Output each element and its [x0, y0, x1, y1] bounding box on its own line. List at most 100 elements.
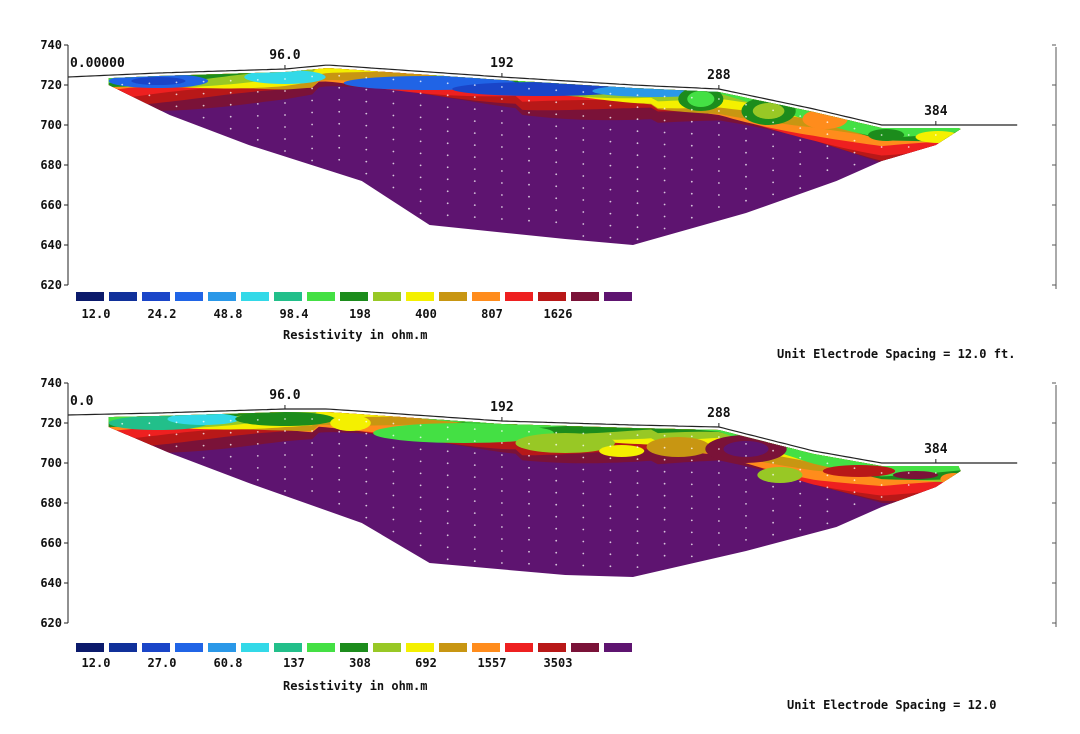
- datum-point: [229, 467, 232, 470]
- datum-point: [284, 138, 286, 140]
- datum-point: [419, 448, 422, 451]
- datum-point: [609, 553, 612, 556]
- legend: 12.0 27.0 60.8 137 308 692 1557 3503 Resistivity…: [76, 643, 632, 693]
- datum-point: [256, 479, 259, 481]
- datum-point: [419, 532, 422, 535]
- datum-point: [663, 482, 666, 485]
- datum-point: [718, 508, 720, 510]
- datum-point: [636, 214, 639, 217]
- datum-point: [501, 550, 503, 552]
- datum-point: [284, 126, 286, 128]
- datum-point: [501, 514, 503, 516]
- datum-point: [609, 517, 612, 520]
- datum-point: [446, 450, 449, 453]
- datum-point: [473, 464, 476, 466]
- datum-point: [609, 224, 612, 227]
- datum-point: [528, 442, 530, 445]
- resistivity-section: [108, 68, 961, 245]
- resistivity-section: [108, 412, 961, 577]
- resistivity-zone: [452, 82, 633, 96]
- datum-point: [148, 422, 151, 425]
- datum-point: [392, 494, 395, 497]
- datum-point: [690, 180, 693, 183]
- datum-point: [365, 420, 368, 423]
- datum-point: [826, 145, 829, 148]
- datum-point: [473, 156, 476, 159]
- datum-point: [338, 418, 341, 421]
- datum-point: [202, 116, 205, 119]
- datum-point: [663, 554, 666, 557]
- datum-point: [392, 138, 395, 141]
- datum-point: [582, 432, 585, 435]
- datum-point: [663, 542, 666, 545]
- datum-point: [853, 503, 856, 506]
- datum-point: [555, 455, 558, 458]
- datum-point: [392, 422, 395, 425]
- datum-point: [392, 482, 395, 485]
- datum-point: [311, 466, 313, 468]
- datum-point: [229, 103, 232, 106]
- datum-point: [473, 168, 476, 171]
- datum-point: [555, 149, 558, 152]
- datum-point: [663, 530, 666, 533]
- datum-point: [392, 530, 395, 533]
- datum-point: [718, 146, 720, 148]
- datum-point: [392, 446, 395, 449]
- datum-point: [826, 486, 829, 489]
- datum-point: [338, 442, 341, 445]
- legend-value: 807: [481, 307, 503, 321]
- x-tick-label: 192: [490, 400, 513, 415]
- datum-point: [853, 479, 856, 482]
- datum-point: [745, 103, 747, 106]
- datum-point: [365, 492, 368, 495]
- datum-point: [636, 482, 639, 484]
- datum-point: [256, 103, 259, 105]
- datum-point: [501, 466, 503, 468]
- datum-point: [718, 436, 720, 438]
- datum-point: [284, 150, 286, 152]
- datum-point: [718, 448, 720, 450]
- datum-point: [419, 520, 422, 523]
- datum-point: [718, 182, 720, 184]
- legend-swatch: [274, 292, 302, 301]
- datum-point: [473, 180, 476, 183]
- datum-point: [609, 481, 612, 484]
- datum-point: [718, 520, 720, 522]
- datum-point: [365, 136, 368, 139]
- deep-zone: [108, 68, 961, 245]
- legend-swatch: [439, 292, 467, 301]
- x-tick-label: 288: [707, 68, 731, 83]
- datum-point: [338, 478, 341, 481]
- y-tick-label: 720: [40, 416, 62, 430]
- datum-point: [745, 163, 747, 166]
- legend-swatch: [538, 292, 566, 301]
- datum-point: [690, 483, 693, 486]
- datum-point: [582, 187, 585, 189]
- datum-point: [745, 515, 747, 517]
- datum-point: [229, 91, 232, 94]
- datum-point: [907, 146, 910, 148]
- datum-point: [745, 151, 747, 154]
- datum-point: [609, 212, 612, 215]
- datum-point: [311, 430, 313, 432]
- datum-point: [501, 122, 503, 124]
- datum-point: [311, 442, 313, 444]
- datum-point: [718, 496, 720, 498]
- resistivity-zone: [330, 415, 371, 431]
- electrode-spacing-caption: Unit Electrode Spacing = 12.0: [787, 698, 997, 712]
- legend-swatch: [472, 292, 500, 301]
- datum-point: [555, 209, 558, 212]
- datum-point: [826, 498, 829, 501]
- datum-point: [772, 533, 774, 536]
- datum-point: [718, 206, 720, 208]
- datum-point: [690, 531, 693, 534]
- datum-point: [392, 518, 395, 521]
- datum-point: [501, 182, 503, 184]
- datum-point: [338, 158, 341, 161]
- datum-point: [338, 110, 341, 113]
- datum-point: [609, 457, 612, 460]
- datum-point: [880, 472, 883, 474]
- datum-point: [473, 440, 476, 442]
- x-tick-label: 384: [924, 442, 948, 457]
- datum-point: [582, 480, 585, 483]
